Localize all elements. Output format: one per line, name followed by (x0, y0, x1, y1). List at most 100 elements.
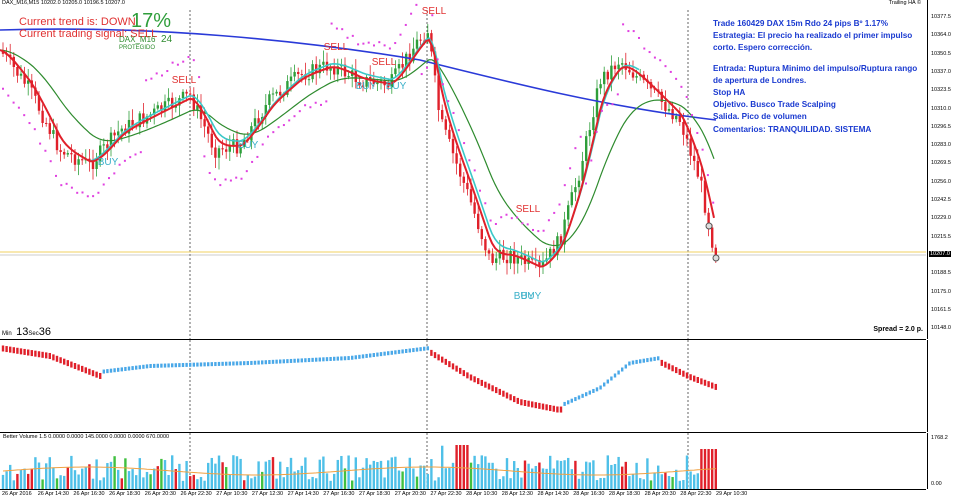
sar-dot (489, 219, 492, 222)
volume-bar (30, 468, 33, 489)
candle-body (419, 39, 422, 41)
volume-bar (541, 468, 545, 489)
sar-dot (335, 27, 338, 30)
volume-bar (286, 467, 289, 489)
timer-min-label: Min (2, 331, 12, 337)
ha-bar (405, 348, 408, 353)
candle-body (120, 128, 123, 132)
ha-bar (606, 379, 609, 384)
price-pane[interactable]: SELL SELL SELL SELL SELL BUY BUY BUY BUY BUY BUY D… (0, 0, 926, 340)
volume-bar (675, 469, 678, 489)
sar-dot (463, 142, 466, 145)
candle-body (77, 159, 80, 165)
ha-bar (408, 348, 411, 353)
ha-bar (214, 362, 217, 367)
candle-body (239, 146, 242, 154)
sar-dot (44, 149, 47, 152)
candle-body (228, 146, 231, 152)
candle-body (559, 236, 563, 245)
sar-dot (473, 169, 476, 172)
ha-bar (376, 352, 379, 357)
candle-body (55, 130, 59, 151)
candle-body (516, 257, 519, 264)
candle-body (167, 97, 170, 102)
ha-bar (52, 354, 55, 361)
notes-line: Trade 160429 DAX 15m Rdo 24 pips Bº 1.17… (713, 19, 889, 28)
sar-dot (537, 230, 540, 233)
sar-dot (23, 114, 26, 117)
candle-body (297, 71, 300, 75)
volume-pane[interactable]: Better Volume 1.5 0.0000 0.0000 145.0000… (0, 433, 926, 490)
candle-body (707, 212, 710, 228)
exit-marker (705, 222, 713, 230)
sar-dot (7, 94, 10, 97)
volume-bar (617, 456, 620, 489)
volume-bar (138, 458, 141, 489)
candle-body (189, 93, 192, 95)
ha-bar (167, 363, 170, 368)
signal-label: SELL (324, 42, 349, 53)
sar-dot (65, 182, 68, 185)
ha-bar (559, 406, 563, 413)
volume-bar (196, 479, 199, 489)
volume-bar (354, 457, 357, 489)
sar-dot (373, 44, 375, 47)
candle-body (696, 160, 699, 177)
sar-dot (595, 130, 598, 133)
candle-body (567, 205, 570, 220)
candle-body (138, 113, 141, 128)
candle-body (505, 259, 509, 264)
volume-bar (120, 478, 123, 489)
candle-body (185, 91, 188, 94)
heikin-ashi-pane[interactable] (0, 340, 926, 433)
price-tick: 10256.0 (931, 178, 951, 185)
volume-bar (199, 477, 203, 489)
time-tick: 26 Apr 18:30 (109, 491, 141, 497)
candle-body (232, 139, 235, 147)
ha-bar (574, 397, 577, 402)
candle-body (27, 80, 30, 84)
sar-dot (341, 28, 344, 31)
ha-bar (340, 356, 343, 361)
candle-body (221, 148, 224, 150)
sar-dot (108, 177, 110, 180)
sar-dot (383, 44, 386, 47)
sar-dot (532, 228, 534, 231)
sar-dot (49, 160, 52, 163)
signal-label: BUY (98, 157, 119, 168)
candle-body (487, 250, 491, 254)
ha-bar (491, 385, 494, 392)
candle-body (354, 70, 357, 82)
sar-dot (198, 76, 201, 79)
ha-bar (700, 378, 703, 385)
ha-bar (531, 401, 534, 408)
volume-bar (365, 458, 368, 489)
volume-bar (581, 471, 584, 489)
sar-dot (542, 229, 545, 232)
volume-bar (163, 460, 167, 489)
time-tick: 27 Apr 14:30 (287, 491, 319, 497)
ha-bar (430, 349, 433, 356)
sar-dot (298, 110, 301, 113)
price-tick: 10350.5 (931, 50, 951, 57)
volume-bar (408, 457, 411, 489)
volume-bar (498, 479, 501, 489)
volume-bar (275, 478, 278, 489)
candle-body (621, 63, 624, 65)
candle-body (113, 132, 116, 136)
sar-dot (410, 12, 413, 15)
sar-dot (293, 115, 296, 118)
candle-body (588, 130, 591, 137)
candle-body (91, 161, 95, 169)
ha-bar (192, 362, 195, 367)
sar-dot (256, 155, 259, 158)
sar-dot (627, 30, 630, 33)
ha-bar (135, 365, 138, 370)
ha-bar (642, 358, 645, 363)
sar-dot (245, 170, 248, 173)
price-axis[interactable]: 10377.5 10364.0 10350.5 10337.0 10323.5 10310… (927, 0, 954, 339)
ma-fast-line (0, 38, 715, 268)
volume-bar (549, 455, 552, 489)
ha-bar (59, 357, 62, 364)
time-axis[interactable]: 26 Apr 2016 26 Apr 14:30 26 Apr 16:30 26 Ap… (0, 490, 926, 500)
